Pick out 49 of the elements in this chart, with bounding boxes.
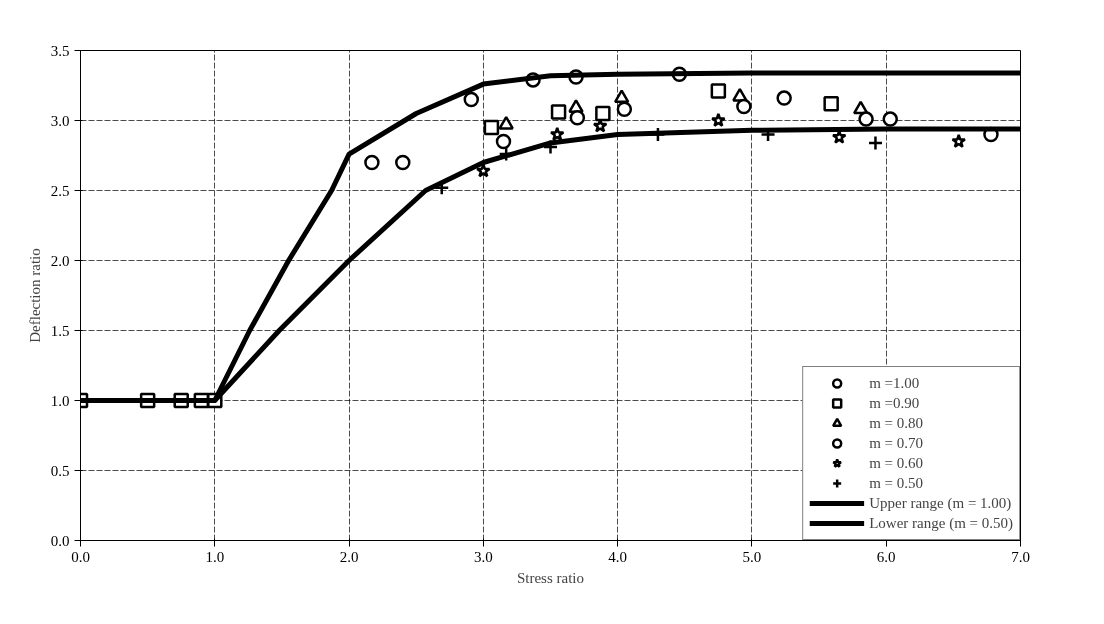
x-tick-label: 7.0: [1011, 548, 1030, 565]
point: [498, 115, 514, 130]
x-tick-label: 4.0: [608, 548, 628, 565]
legend-label: Upper range (m = 1.00): [869, 494, 1012, 512]
point: [951, 133, 967, 149]
legend-label: m = 0.70: [869, 434, 924, 452]
x-tick-label: 0.0: [71, 548, 90, 565]
y-tick-label: 0.5: [50, 462, 70, 479]
x-tick-label: 3.0: [473, 548, 493, 565]
legend-label: m = 0.50: [869, 474, 924, 492]
point: [736, 98, 752, 115]
point: [395, 154, 411, 171]
x-axis-title: Stress ratio: [516, 569, 585, 586]
point: [867, 135, 884, 151]
x-tick-label: 5.0: [742, 548, 762, 565]
point: [858, 111, 874, 127]
point: [882, 111, 898, 127]
point: [483, 119, 500, 136]
point: [495, 133, 512, 150]
point: [613, 89, 630, 104]
point: [569, 109, 586, 126]
legend-label: m =0.90: [869, 394, 920, 412]
point: [595, 105, 611, 122]
point: [463, 91, 480, 108]
point: [831, 129, 847, 144]
y-tick-label: 1.0: [50, 392, 70, 409]
point: [823, 95, 839, 112]
legend-label: m =1.00: [869, 374, 920, 392]
y-tick-label: 3.0: [50, 112, 70, 129]
x-tick-label: 2.0: [339, 548, 359, 565]
y-tick-label: 1.5: [50, 322, 70, 339]
point: [710, 83, 727, 99]
y-tick-label: 0.0: [50, 532, 70, 549]
y-axis-title: Deflection ratio: [26, 248, 43, 343]
y-tick-label: 2.5: [50, 182, 70, 199]
y-tick-label: 3.5: [50, 42, 70, 59]
legend-label: Lower range (m = 0.50): [869, 514, 1013, 532]
x-tick-label: 6.0: [876, 548, 896, 565]
y-tick-label: 2.0: [50, 252, 70, 269]
x-tick-label: 1.0: [205, 548, 225, 565]
point: [475, 163, 491, 178]
point: [710, 112, 726, 128]
point: [364, 154, 380, 171]
legend-label: m = 0.60: [869, 454, 924, 472]
point: [549, 126, 565, 142]
point: [776, 90, 792, 106]
legend-label: m = 0.80: [869, 414, 924, 432]
point: [616, 101, 633, 118]
point: [550, 104, 567, 120]
